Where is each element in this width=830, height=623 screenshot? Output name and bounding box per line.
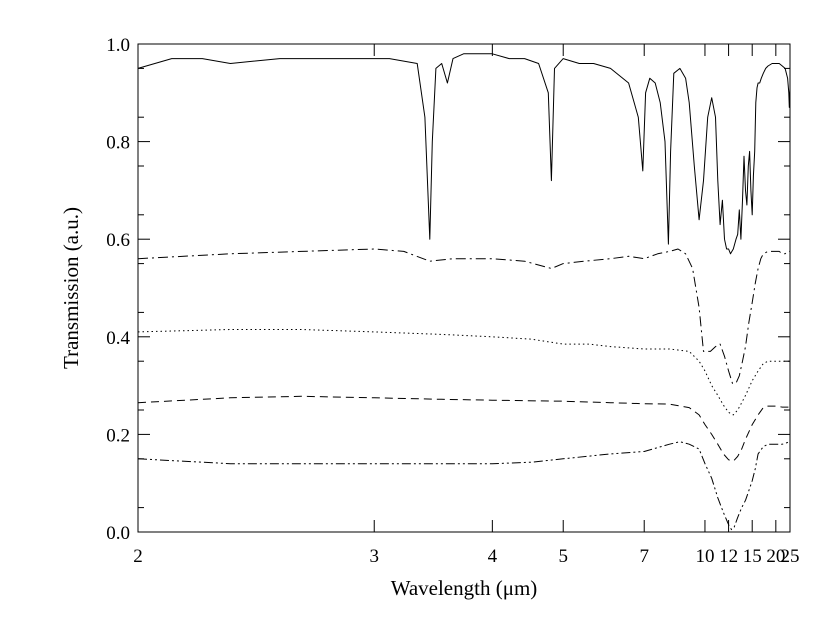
plot-frame xyxy=(137,43,791,533)
series-line-4-dashed xyxy=(137,395,790,462)
series-line-5-dash-dot-dot xyxy=(137,441,791,531)
y-tick-label: 0.6 xyxy=(106,230,130,251)
x-tick-label: 7 xyxy=(639,546,649,567)
y-tick-label: 0.4 xyxy=(106,328,130,349)
series-line-2-dash-dot xyxy=(137,248,790,384)
x-tick-label: 5 xyxy=(558,546,568,567)
x-tick-label: 20 xyxy=(766,546,785,567)
x-tick-label: 3 xyxy=(369,546,379,567)
series-lines xyxy=(137,53,791,531)
x-tick-label: 25 xyxy=(781,546,800,567)
y-tick-label: 0.0 xyxy=(106,523,130,544)
x-axis-label: Wavelength (μm) xyxy=(391,576,538,600)
y-axis-label: Transmission (a.u.) xyxy=(59,207,83,369)
x-tick-label: 12 xyxy=(719,546,738,567)
y-tick-label: 1.0 xyxy=(106,35,130,56)
x-tick-label: 10 xyxy=(695,546,714,567)
x-tick-label: 4 xyxy=(488,546,498,567)
x-tick-label: 2 xyxy=(133,546,143,567)
x-tick-label: 15 xyxy=(743,546,762,567)
y-tick-label: 0.2 xyxy=(106,425,130,446)
y-axis-ticks: 0.0 0.2 0.4 0.6 0.8 1.0 xyxy=(106,35,790,544)
series-line-3-dotted xyxy=(137,329,790,416)
series-line-1-solid xyxy=(137,53,791,255)
y-tick-label: 0.8 xyxy=(106,133,130,154)
